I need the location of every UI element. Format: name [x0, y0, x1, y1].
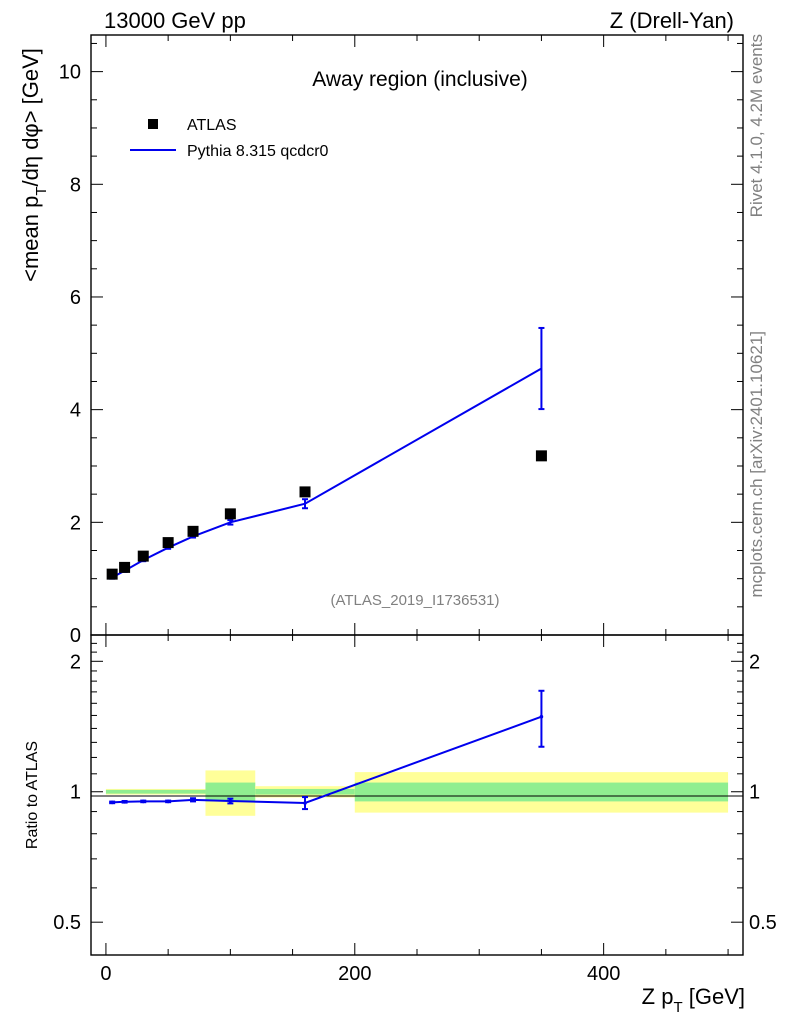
ratio-band-inner	[255, 788, 355, 795]
ratio-point	[191, 798, 195, 802]
ratio-panel: 0.5 0.5 1 1 2 2 0 200 400 Ratio to ATLAS	[24, 634, 777, 985]
main-title: Away region (inclusive)	[312, 68, 528, 91]
atlas-data-point	[137, 550, 149, 562]
ratio-point	[228, 799, 233, 803]
ratio-band-inner	[205, 782, 256, 802]
main-panel: 0 2 4 6 8 10 Away region (inclusive) (ATLAS_2…	[18, 34, 744, 647]
ratio-point	[122, 799, 127, 804]
atlas-data-point	[187, 525, 199, 537]
ratio-y-tick-label-right: 1	[749, 782, 760, 804]
ratio-y-tick-label-right: 0.5	[749, 912, 777, 934]
legend-label-pythia: Pythia 8.315 qcdcr0	[187, 143, 329, 160]
header-left: 13000 GeV pp	[104, 8, 246, 33]
main-y-tick-label: 6	[70, 287, 81, 309]
main-y-tick-label: 2	[70, 512, 81, 534]
ratio-point	[141, 799, 146, 804]
ratio-y-axis-label: Ratio to ATLAS	[24, 741, 41, 849]
legend-marker-atlas	[148, 119, 158, 129]
atlas-data-point	[119, 561, 131, 573]
header-right: Z (Drell-Yan)	[610, 8, 734, 33]
ratio-y-tick-label-left: 1	[70, 782, 81, 804]
analysis-label: (ATLAS_2019_I1736531)	[330, 592, 499, 609]
ratio-band-inner	[105, 789, 206, 794]
legend-label-atlas: ATLAS	[187, 117, 237, 134]
pythia-line	[111, 367, 542, 579]
atlas-data-point	[224, 508, 236, 520]
mcplots-label: mcplots.cern.ch [arXiv:2401.10621]	[747, 331, 766, 597]
ratio-band-inner	[354, 782, 729, 802]
ratio-y-tick-label-right: 2	[749, 651, 760, 673]
main-y-axis-label: <mean pT/dη dφ> [GeV]	[18, 48, 50, 282]
ratio-point	[166, 799, 170, 804]
main-y-tick-label: 0	[70, 625, 81, 647]
main-y-tick-label: 4	[70, 400, 81, 422]
ratio-y-tick-label-left: 0.5	[53, 912, 81, 934]
x-tick-label: 200	[338, 963, 371, 985]
x-axis-label: Z pT [GeV]	[642, 984, 745, 1016]
main-y-tick-label: 10	[59, 62, 81, 84]
ratio-y-tick-label-left: 2	[70, 651, 81, 673]
ratio-point	[110, 800, 114, 805]
atlas-data-point	[299, 486, 311, 498]
atlas-data-point	[106, 568, 118, 580]
main-y-tick-label: 8	[70, 174, 81, 196]
atlas-data-point	[535, 450, 547, 462]
legend: ATLAS Pythia 8.315 qcdcr0	[130, 117, 329, 160]
ratio-line	[112, 715, 542, 804]
atlas-data-point	[162, 537, 174, 549]
ratio-point	[303, 801, 307, 805]
x-tick-label: 0	[100, 963, 111, 985]
rivet-version-label: Rivet 4.1.0, 4.2M events	[747, 34, 766, 217]
ratio-point	[539, 714, 544, 719]
x-tick-label: 400	[587, 963, 620, 985]
